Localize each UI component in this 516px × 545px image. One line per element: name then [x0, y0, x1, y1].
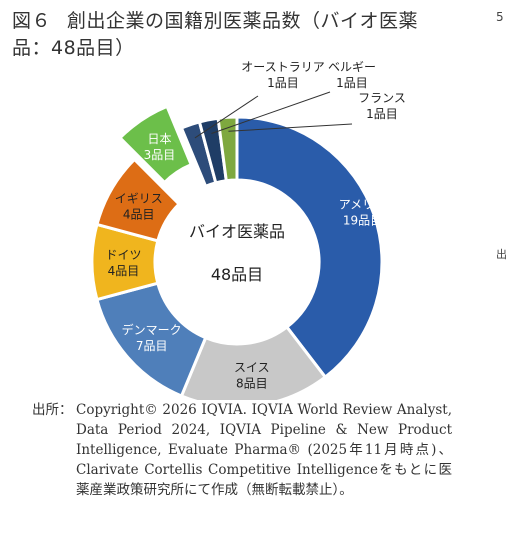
- slice-label-value-6: 1品目: [267, 76, 299, 90]
- source-text: Copyright© 2026 IQVIA. IQVIA World Revie…: [76, 402, 452, 498]
- slice-label-value-3: 4品目: [108, 264, 140, 278]
- figure-label: 図６: [12, 10, 52, 32]
- center-total: 48品目: [211, 265, 263, 284]
- source-note: 出所： Copyright© 2026 IQVIA. IQVIA World R…: [32, 400, 452, 500]
- leader-line-6: [194, 95, 259, 139]
- slice-label-name-1: スイス: [234, 361, 270, 375]
- slice-label-name-7: ベルギー: [328, 60, 376, 74]
- slice-label-name-8: フランス: [358, 91, 406, 105]
- page-number: 5: [496, 10, 504, 24]
- center-title: バイオ医薬品: [189, 222, 285, 241]
- slice-label-name-4: イギリス: [115, 191, 163, 205]
- slice-label-name-0: アメリカ: [339, 198, 386, 212]
- slice-5: [117, 104, 194, 185]
- slices: [90, 104, 384, 400]
- slice-label-value-8: 1品目: [366, 107, 398, 121]
- margin-character: 出: [496, 248, 507, 261]
- slice-label-name-5: 日本: [147, 132, 171, 146]
- slice-label-value-0: 19品目: [343, 214, 382, 228]
- slice-label-value-4: 4品目: [123, 207, 155, 221]
- figure-title: 創出企業の国籍別医薬品数（バイオ医薬品：48品目）: [12, 10, 419, 59]
- slice-4: [95, 157, 182, 243]
- slice-label-value-7: 1品目: [336, 76, 368, 90]
- slice-label-value-1: 8品目: [236, 377, 268, 391]
- leader-line-7: [211, 91, 331, 134]
- slice-label-name-6: オーストラリア: [241, 60, 324, 74]
- chart-title: 図６ 創出企業の国籍別医薬品数（バイオ医薬品：48品目）: [12, 8, 452, 62]
- slice-0: [235, 115, 384, 380]
- leader-line-8: [228, 123, 353, 132]
- source-label: 出所：: [32, 402, 73, 418]
- slice-label-value-2: 7品目: [136, 339, 168, 353]
- slice-label-name-2: デンマーク: [122, 322, 182, 337]
- slice-label-name-3: ドイツ: [105, 248, 141, 262]
- slice-8: [216, 115, 239, 183]
- slice-label-value-5: 3品目: [144, 148, 176, 162]
